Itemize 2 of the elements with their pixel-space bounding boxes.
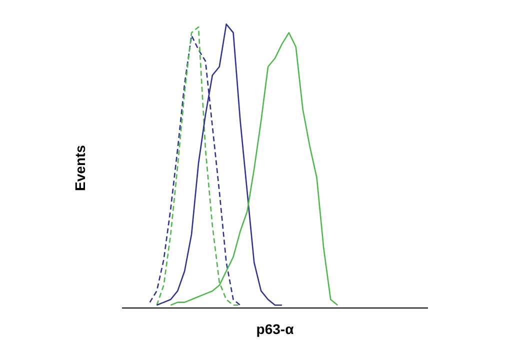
y-axis-title: Events (72, 145, 88, 191)
x-axis-title: p63-α (256, 321, 294, 337)
